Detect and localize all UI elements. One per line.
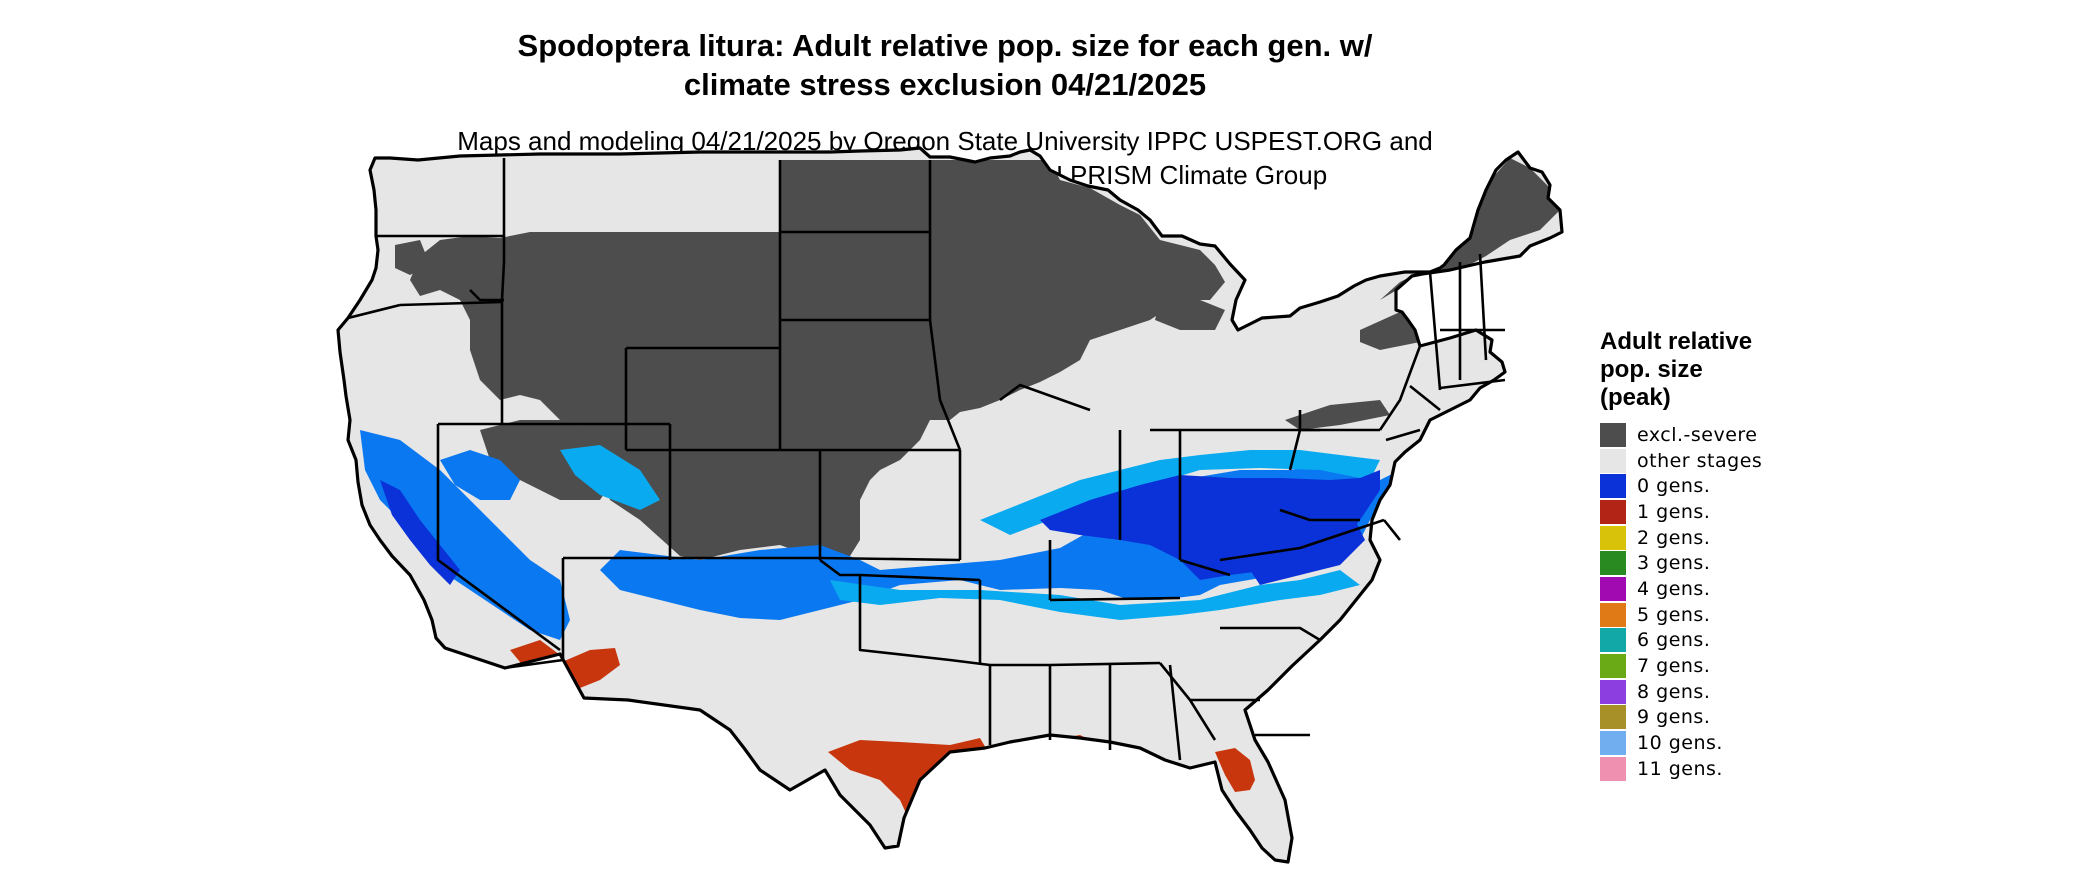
- state-border: [858, 575, 991, 667]
- excluded-region: [1285, 400, 1390, 430]
- legend-label: 8 gens.: [1637, 680, 1711, 703]
- legend-swatch: [1600, 474, 1626, 499]
- excluded-region: [1155, 300, 1225, 330]
- legend-item: 11 gens.: [1600, 756, 1920, 782]
- zero-gens-light-region: [830, 570, 1360, 620]
- state-border: [1428, 271, 1442, 391]
- legend-item: 9 gens.: [1600, 705, 1920, 731]
- legend-label: 0 gens.: [1637, 475, 1711, 498]
- legend-swatch: [1600, 422, 1626, 447]
- zero-gens-dark-region: [1040, 470, 1380, 580]
- us-outline: [336, 146, 1564, 864]
- legend-label: 7 gens.: [1637, 655, 1711, 678]
- legend-label: 3 gens.: [1637, 552, 1711, 575]
- zero-gens-light-region: [560, 445, 660, 510]
- state-border: [999, 383, 1091, 412]
- legend-item: 4 gens.: [1600, 576, 1920, 602]
- state-border: [1049, 661, 1161, 667]
- zero-gens-dark-region: [1250, 520, 1365, 585]
- two-gens-region: [1222, 865, 1275, 884]
- legend-title-line-3: (peak): [1600, 384, 1671, 411]
- state-border: [500, 236, 506, 301]
- state-border: [1219, 518, 1385, 562]
- state-border: [819, 558, 981, 582]
- state-border: [1049, 596, 1181, 602]
- legend-swatch: [1600, 499, 1626, 524]
- legend-label: 4 gens.: [1637, 577, 1711, 600]
- state-border: [1319, 619, 1341, 641]
- map-title: Spodoptera litura: Adult relative pop. s…: [0, 26, 1890, 104]
- legend-item: 0 gens.: [1600, 473, 1920, 499]
- legend-swatch: [1600, 448, 1626, 473]
- state-border: [347, 303, 401, 320]
- legend-label: 11 gens.: [1637, 757, 1723, 780]
- legend-swatch: [1600, 628, 1626, 653]
- legend-swatch: [1600, 602, 1626, 627]
- state-border: [1220, 626, 1321, 642]
- legend-item: 8 gens.: [1600, 679, 1920, 705]
- map-subtitle-line-1: Maps and modeling 04/21/2025 by Oregon S…: [457, 126, 1433, 156]
- state-border: [670, 556, 961, 562]
- state-border: [1409, 384, 1441, 412]
- zero-gens-region: [360, 430, 570, 640]
- state-border: [1168, 664, 1182, 761]
- legend-swatch: [1600, 705, 1626, 730]
- legend-swatch: [1600, 756, 1626, 781]
- state-border: [1382, 519, 1402, 541]
- state-border: [1179, 558, 1231, 577]
- legend-items: excl.-severe other stages 0 gens. 1 gens. 2 …: [1600, 422, 1920, 782]
- legend-swatch: [1600, 551, 1626, 576]
- legend-swatch: [1600, 525, 1626, 550]
- legend-label: 1 gens.: [1637, 500, 1711, 523]
- legend-item: 3 gens.: [1600, 550, 1920, 576]
- state-border: [1478, 253, 1488, 361]
- state-border: [469, 289, 504, 302]
- state-border: [436, 424, 561, 652]
- state-border: [1279, 508, 1360, 522]
- legend-swatch: [1600, 576, 1626, 601]
- one-gen-region: [1215, 748, 1255, 792]
- state-border: [399, 300, 503, 307]
- legend-label: 2 gens.: [1637, 526, 1711, 549]
- legend-label: 5 gens.: [1637, 603, 1711, 626]
- legend-item: 5 gens.: [1600, 602, 1920, 628]
- legend-title: Adult relative pop. size (peak): [1600, 328, 1920, 412]
- excluded-region: [395, 240, 430, 275]
- legend-label: 6 gens.: [1637, 629, 1711, 652]
- legend-title-line-2: pop. size: [1600, 356, 1703, 383]
- legend-item: 10 gens.: [1600, 730, 1920, 756]
- legend-label: excl.-severe: [1637, 423, 1758, 446]
- zero-gens-region: [440, 450, 520, 500]
- state-border: [928, 319, 962, 451]
- map-title-line-1: Spodoptera litura: Adult relative pop. s…: [517, 28, 1373, 63]
- legend-label: other stages: [1637, 449, 1763, 472]
- state-border: [1385, 428, 1421, 442]
- state-border: [503, 558, 565, 670]
- legend-swatch: [1600, 731, 1626, 756]
- map-legend: Adult relative pop. size (peak) excl.-se…: [1600, 328, 1920, 782]
- legend-item: 6 gens.: [1600, 628, 1920, 654]
- legend-item: 1 gens.: [1600, 499, 1920, 525]
- map-title-line-2: climate stress exclusion 04/21/2025: [683, 67, 1207, 102]
- legend-item: 2 gens.: [1600, 525, 1920, 551]
- legend-label: 9 gens.: [1637, 706, 1711, 729]
- state-border: [1439, 378, 1506, 390]
- state-border: [1188, 699, 1217, 741]
- legend-swatch: [1600, 679, 1626, 704]
- legend-label: 10 gens.: [1637, 732, 1723, 755]
- legend-swatch: [1600, 654, 1626, 679]
- state-border: [1378, 345, 1422, 431]
- legend-item: excl.-severe: [1600, 422, 1920, 448]
- zero-gens-dark-region: [380, 480, 460, 585]
- excluded-region: [1380, 158, 1560, 300]
- legend-item: other stages: [1600, 448, 1920, 474]
- legend-title-line-1: Adult relative: [1600, 328, 1753, 355]
- legend-item: 7 gens.: [1600, 653, 1920, 679]
